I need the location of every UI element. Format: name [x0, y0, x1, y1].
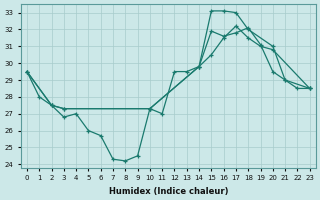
X-axis label: Humidex (Indice chaleur): Humidex (Indice chaleur) — [108, 187, 228, 196]
